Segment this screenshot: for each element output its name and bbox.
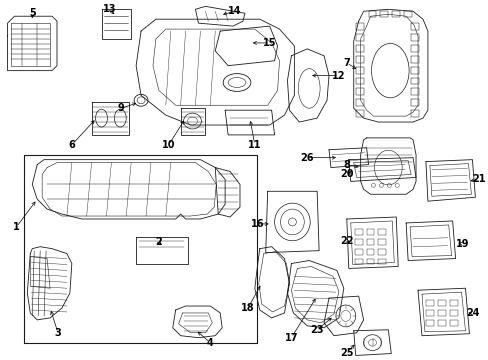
- Text: 20: 20: [339, 170, 353, 180]
- Text: 10: 10: [162, 140, 175, 150]
- Text: 2: 2: [155, 237, 162, 247]
- Text: 6: 6: [68, 140, 75, 150]
- Text: 18: 18: [241, 303, 254, 313]
- Text: 15: 15: [263, 38, 276, 48]
- Text: 4: 4: [206, 338, 213, 348]
- Text: 19: 19: [455, 239, 468, 249]
- Text: 17: 17: [284, 333, 298, 343]
- Text: 25: 25: [339, 347, 353, 357]
- Text: 22: 22: [339, 236, 353, 246]
- Text: 14: 14: [228, 6, 241, 16]
- Text: 1: 1: [13, 222, 20, 232]
- Text: 11: 11: [247, 140, 261, 150]
- Text: 26: 26: [300, 153, 313, 163]
- Text: 3: 3: [55, 328, 61, 338]
- Text: 13: 13: [102, 4, 116, 14]
- Text: 21: 21: [471, 175, 485, 184]
- Text: 24: 24: [466, 308, 479, 318]
- Text: 16: 16: [250, 219, 264, 229]
- Text: 12: 12: [331, 71, 345, 81]
- Text: 8: 8: [343, 159, 349, 170]
- Text: 5: 5: [29, 8, 36, 18]
- Text: 9: 9: [118, 103, 124, 113]
- Text: 7: 7: [343, 58, 349, 68]
- Text: 23: 23: [310, 325, 323, 335]
